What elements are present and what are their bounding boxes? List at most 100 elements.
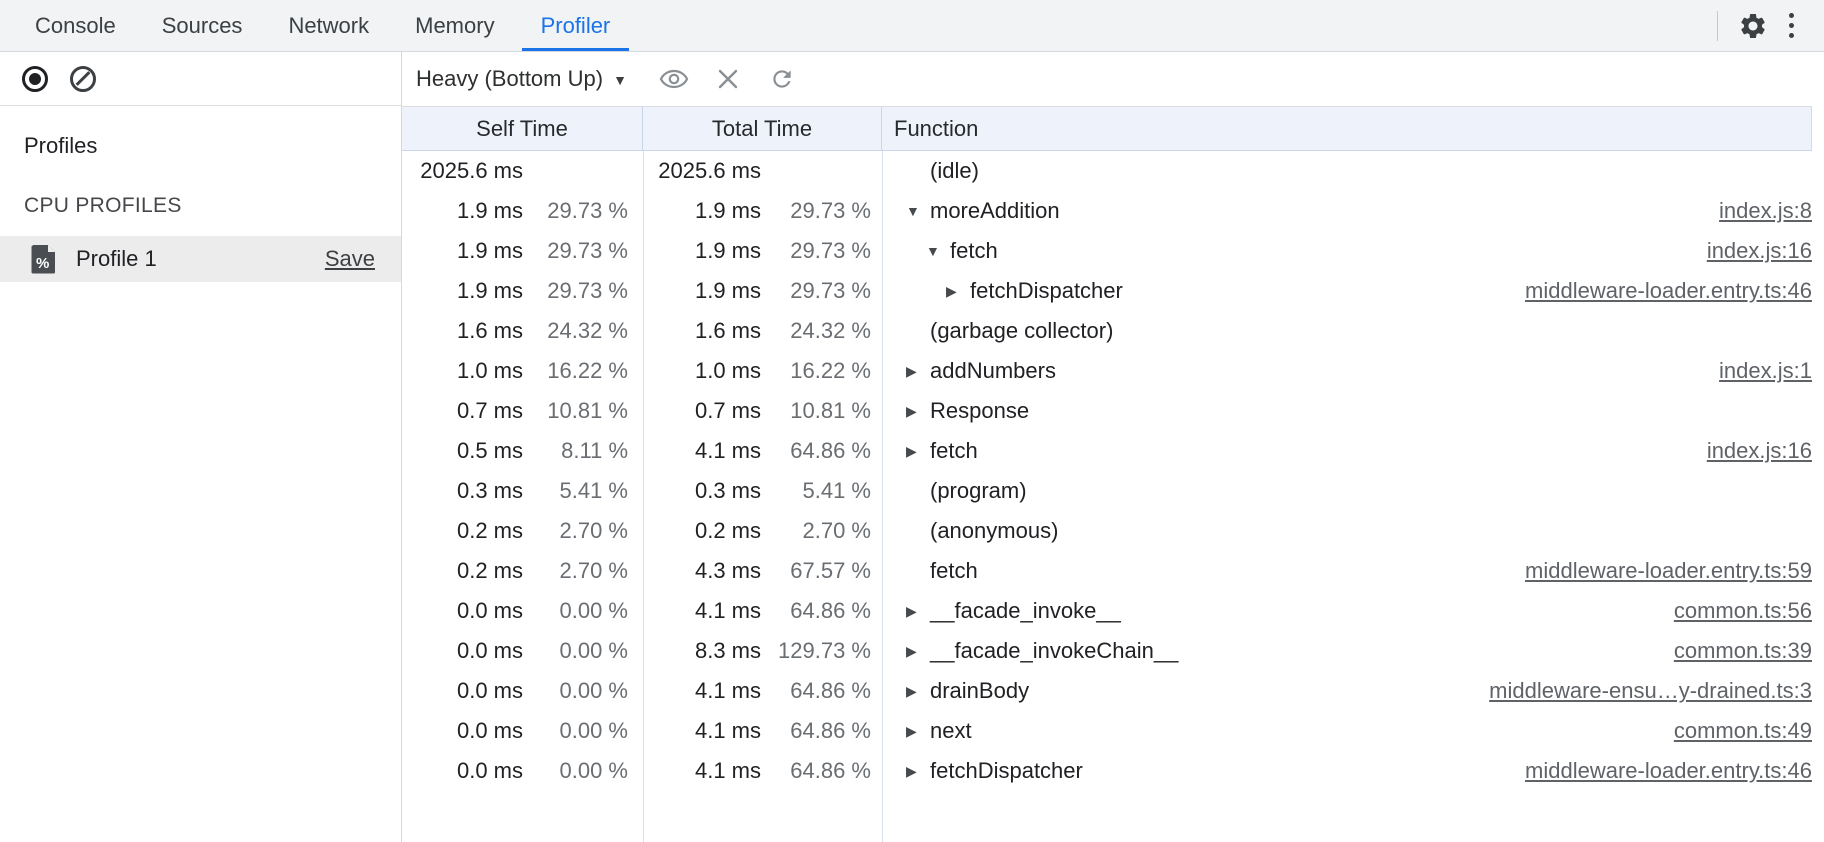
profile-grid-row[interactable]: 1.9 ms 29.73 % 1.9 ms 29.73 % ▶ fetchDis…: [402, 271, 1812, 311]
column-header-total-time[interactable]: Total Time: [643, 107, 882, 150]
profile-grid-row[interactable]: 0.3 ms 5.41 % 0.3 ms 5.41 % (program): [402, 471, 1812, 511]
focus-function-button[interactable]: [657, 64, 691, 94]
total-time-cell: 4.1 ms 64.86 %: [643, 438, 882, 464]
column-divider: [882, 151, 883, 842]
profile-grid-row[interactable]: 1.9 ms 29.73 % 1.9 ms 29.73 % ▼ fetch in…: [402, 231, 1812, 271]
profile-grid-row[interactable]: 2025.6 ms 2025.6 ms (idle): [402, 151, 1812, 191]
profile-grid-row[interactable]: 0.0 ms 0.00 % 8.3 ms 129.73 % ▶ __facade…: [402, 631, 1812, 671]
source-link[interactable]: common.ts:49: [1673, 718, 1812, 743]
expand-arrow-icon[interactable]: ▶: [906, 402, 917, 419]
cpu-profiles-section-heading: CPU PROFILES: [24, 194, 182, 217]
tab-sources[interactable]: Sources: [161, 12, 243, 38]
more-menu-button[interactable]: [1772, 7, 1810, 45]
profile-grid-row[interactable]: 0.0 ms 0.00 % 4.1 ms 64.86 % ▶ drainBody…: [402, 671, 1812, 711]
source-link[interactable]: index.js:1: [1719, 358, 1812, 383]
function-name: next: [930, 718, 972, 743]
self-time-ms: 0.2 ms: [456, 518, 523, 543]
total-time-pct: 64.86 %: [790, 758, 871, 783]
self-time-pct: 8.11 %: [561, 438, 628, 463]
record-button[interactable]: [22, 65, 48, 92]
tab-memory[interactable]: Memory: [415, 12, 495, 38]
save-profile-link[interactable]: Save: [324, 246, 375, 271]
source-link[interactable]: index.js:16: [1706, 238, 1812, 263]
expand-arrow-icon[interactable]: ▶: [906, 722, 917, 739]
total-time-pct: 24.32 %: [790, 318, 871, 343]
self-time-ms: 0.0 ms: [456, 598, 523, 623]
expand-arrow-icon[interactable]: ▶: [906, 682, 917, 699]
function-name: fetchDispatcher: [970, 278, 1123, 303]
source-link[interactable]: index.js:8: [1719, 198, 1812, 223]
column-header-function[interactable]: Function: [894, 115, 979, 141]
tab-profiler[interactable]: Profiler: [521, 0, 629, 51]
function-cell: ▶ fetchDispatcher middleware-loader.entr…: [882, 758, 1812, 784]
total-time-ms: 0.3 ms: [694, 478, 761, 503]
function-name: addNumbers: [930, 358, 1056, 383]
expand-arrow-icon[interactable]: ▶: [906, 642, 917, 659]
function-name: fetch: [930, 438, 978, 463]
exclude-function-button[interactable]: [711, 64, 745, 94]
expand-arrow-icon[interactable]: ▶: [906, 602, 917, 619]
profiler-toolbar: [0, 52, 401, 106]
total-time-pct: 64.86 %: [790, 438, 871, 463]
self-time-pct: 10.81 %: [547, 398, 628, 423]
tab-console[interactable]: Console: [35, 12, 116, 38]
settings-button[interactable]: [1734, 7, 1772, 45]
total-time-pct: 16.22 %: [790, 358, 871, 383]
expand-arrow-icon[interactable]: ▶: [906, 442, 917, 459]
restore-functions-button[interactable]: [765, 64, 799, 94]
function-name: fetch: [950, 238, 998, 263]
self-time-pct: 24.32 %: [547, 318, 628, 343]
profile-grid-row[interactable]: 1.6 ms 24.32 % 1.6 ms 24.32 % (garbage c…: [402, 311, 1812, 351]
total-time-ms: 2025.6 ms: [658, 158, 761, 183]
total-time-cell: 1.9 ms 29.73 %: [643, 198, 882, 224]
profile-grid-row[interactable]: 1.9 ms 29.73 % 1.9 ms 29.73 % ▼ moreAddi…: [402, 191, 1812, 231]
source-link[interactable]: middleware-ensu…y-drained.ts:3: [1489, 678, 1812, 703]
source-link[interactable]: common.ts:56: [1673, 598, 1812, 623]
self-time-pct: 29.73 %: [547, 198, 628, 223]
source-link[interactable]: middleware-loader.entry.ts:46: [1525, 758, 1812, 783]
profile-grid-row[interactable]: 0.0 ms 0.00 % 4.1 ms 64.86 % ▶ next comm…: [402, 711, 1812, 751]
total-time-cell: 0.7 ms 10.81 %: [643, 398, 882, 424]
source-link[interactable]: middleware-loader.entry.ts:59: [1525, 558, 1812, 583]
self-time-cell: 0.0 ms 0.00 %: [402, 678, 643, 704]
self-time-cell: 1.6 ms 24.32 %: [402, 318, 643, 344]
self-time-pct: 2.70 %: [559, 518, 629, 543]
total-time-ms: 4.1 ms: [694, 678, 761, 703]
total-time-pct: 129.73 %: [778, 638, 871, 663]
self-time-cell: 0.0 ms 0.00 %: [402, 638, 643, 664]
profile-grid-row[interactable]: 1.0 ms 16.22 % 1.0 ms 16.22 % ▶ addNumbe…: [402, 351, 1812, 391]
total-time-ms: 4.1 ms: [694, 758, 761, 783]
profile-grid-row[interactable]: 0.0 ms 0.00 % 4.1 ms 64.86 % ▶ fetchDisp…: [402, 751, 1812, 791]
profile-grid-row[interactable]: 0.2 ms 2.70 % 0.2 ms 2.70 % (anonymous): [402, 511, 1812, 551]
total-time-cell: 4.1 ms 64.86 %: [643, 598, 882, 624]
clear-profiles-button[interactable]: [70, 65, 96, 92]
function-cell: ▶ drainBody middleware-ensu…y-drained.ts…: [882, 678, 1812, 704]
expand-arrow-icon[interactable]: ▶: [946, 282, 957, 299]
profile-grid-row[interactable]: 0.2 ms 2.70 % 4.3 ms 67.57 % fetch middl…: [402, 551, 1812, 591]
column-header-self-time[interactable]: Self Time: [402, 107, 643, 150]
source-link[interactable]: common.ts:39: [1673, 638, 1812, 663]
profile-grid-row[interactable]: 0.0 ms 0.00 % 4.1 ms 64.86 % ▶ __facade_…: [402, 591, 1812, 631]
profiles-sidebar: Profiles CPU PROFILES % Profile 1 Save: [0, 52, 402, 842]
self-time-cell: 0.0 ms 0.00 %: [402, 598, 643, 624]
source-link[interactable]: index.js:16: [1706, 438, 1812, 463]
profile-grid-row[interactable]: 0.7 ms 10.81 % 0.7 ms 10.81 % ▶ Response: [402, 391, 1812, 431]
eye-icon: [659, 67, 689, 91]
function-cell: ▶ next common.ts:49: [882, 718, 1812, 744]
view-mode-dropdown[interactable]: Heavy (Bottom Up) ▼: [416, 66, 627, 92]
expand-arrow-icon[interactable]: ▼: [906, 203, 920, 219]
self-time-pct: 0.00 %: [559, 718, 629, 743]
expand-arrow-icon[interactable]: ▶: [906, 362, 917, 379]
profile-grid-row[interactable]: 0.5 ms 8.11 % 4.1 ms 64.86 % ▶ fetch ind…: [402, 431, 1812, 471]
function-cell: (program): [882, 478, 1812, 504]
function-name: (idle): [930, 158, 979, 183]
expand-arrow-icon[interactable]: ▶: [906, 762, 917, 779]
tab-network[interactable]: Network: [288, 12, 370, 38]
profile-list-item[interactable]: % Profile 1 Save: [0, 236, 401, 282]
expand-arrow-icon[interactable]: ▼: [926, 243, 940, 259]
self-time-pct: 0.00 %: [559, 758, 629, 783]
more-menu-icon: [1788, 13, 1794, 38]
chevron-down-icon: ▼: [613, 72, 627, 88]
source-link[interactable]: middleware-loader.entry.ts:46: [1525, 278, 1812, 303]
